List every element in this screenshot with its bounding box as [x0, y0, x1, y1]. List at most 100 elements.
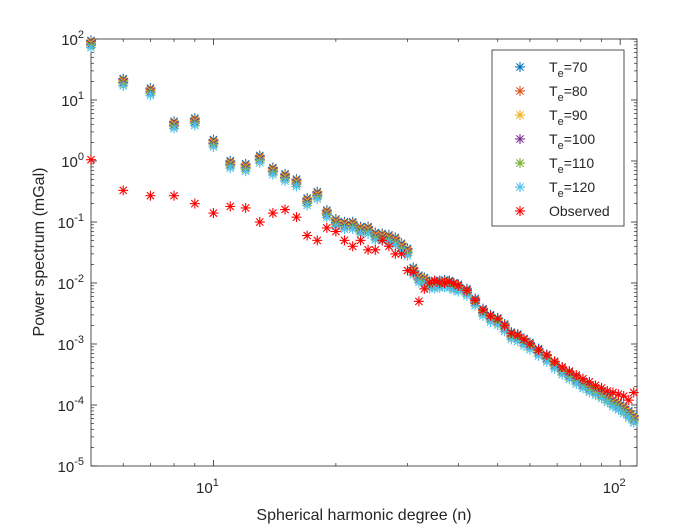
data-point — [492, 313, 503, 324]
data-points — [86, 35, 639, 428]
data-point — [321, 212, 332, 223]
data-point — [564, 366, 575, 377]
data-point — [312, 235, 323, 246]
data-point — [453, 280, 464, 291]
data-point — [208, 141, 219, 152]
data-point — [413, 296, 424, 307]
data-point — [302, 200, 313, 211]
legend: Te=70 Te=80 Te=90 Te=100 Te=110 Te=120 Observe… — [491, 49, 625, 227]
legend-box — [491, 49, 625, 227]
data-point — [118, 185, 129, 196]
legend-marker — [515, 206, 525, 216]
data-point — [512, 330, 523, 341]
legend-label: Te=100 — [549, 131, 595, 152]
data-point — [506, 328, 517, 339]
x-tick-label: 102 — [603, 477, 626, 497]
data-point — [377, 235, 388, 246]
data-point — [557, 369, 568, 380]
legend-label: Te=120 — [549, 179, 595, 200]
data-point — [470, 295, 481, 306]
data-point — [524, 339, 535, 349]
data-point — [225, 163, 236, 174]
data-point — [169, 123, 180, 134]
data-point — [602, 397, 613, 408]
y-tick-label: 100 — [61, 151, 84, 171]
data-point — [302, 230, 313, 241]
data-point — [355, 235, 366, 246]
data-point — [280, 176, 291, 187]
data-point — [485, 310, 496, 321]
legend-label: Te=90 — [549, 107, 588, 128]
y-tick-label: 10-4 — [58, 395, 84, 415]
axis-ticks: 101 102 10-5 10-4 10-3 10-2 10-1 100 101 102 — [58, 29, 637, 497]
data-point — [453, 286, 464, 297]
data-point — [499, 320, 510, 331]
legend-marker — [515, 62, 525, 72]
legend-marker — [515, 86, 525, 96]
data-point — [628, 387, 639, 398]
data-point — [607, 401, 618, 412]
data-point — [557, 361, 568, 372]
data-point — [330, 226, 341, 237]
y-tick-label: 102 — [61, 29, 84, 49]
data-point — [240, 166, 251, 177]
data-point — [549, 363, 560, 374]
data-point — [402, 265, 413, 276]
data-point — [145, 190, 156, 201]
data-point — [618, 391, 629, 402]
legend-label: Te=110 — [549, 155, 594, 176]
data-point — [86, 42, 96, 53]
data-point — [118, 80, 129, 91]
legend-label: Observed — [549, 203, 610, 219]
y-axis-label: Power spectrum (mGal) — [31, 168, 48, 337]
y-tick-label: 10-1 — [58, 212, 84, 232]
data-point — [533, 344, 544, 355]
data-point — [189, 120, 200, 131]
legend-marker — [515, 158, 525, 168]
legend-label: Te=70 — [549, 59, 588, 80]
data-point — [291, 181, 302, 192]
data-point — [254, 217, 265, 227]
data-point — [370, 244, 381, 255]
data-point — [86, 154, 96, 165]
data-point — [623, 395, 634, 406]
series-6 — [86, 154, 639, 406]
legend-label: Te=80 — [549, 83, 588, 104]
data-point — [402, 250, 413, 261]
data-point — [541, 350, 552, 361]
data-point — [321, 222, 332, 233]
data-point — [347, 241, 358, 252]
data-point — [254, 157, 265, 168]
data-point — [408, 267, 419, 278]
data-point — [208, 208, 219, 219]
data-point — [363, 228, 374, 239]
data-point — [312, 194, 323, 205]
data-point — [339, 235, 350, 246]
y-tick-label: 10-2 — [58, 273, 84, 293]
data-point — [549, 356, 560, 367]
data-point — [169, 190, 180, 201]
y-tick-label: 101 — [61, 90, 84, 110]
data-point — [390, 239, 401, 250]
legend-marker — [515, 110, 525, 120]
data-point — [518, 334, 529, 345]
data-point — [225, 201, 236, 212]
data-point — [189, 198, 200, 209]
data-point — [347, 224, 358, 235]
data-point — [267, 208, 278, 219]
data-point — [396, 248, 407, 259]
data-point — [571, 378, 582, 389]
data-point — [613, 404, 624, 415]
data-point — [240, 202, 251, 213]
data-point — [477, 305, 488, 316]
data-point — [533, 350, 544, 361]
x-tick-label: 101 — [196, 477, 219, 497]
data-point — [280, 204, 291, 215]
data-point — [564, 374, 575, 385]
data-point — [461, 285, 472, 296]
data-point — [145, 90, 156, 101]
data-point — [602, 385, 613, 396]
legend-marker — [515, 134, 525, 144]
